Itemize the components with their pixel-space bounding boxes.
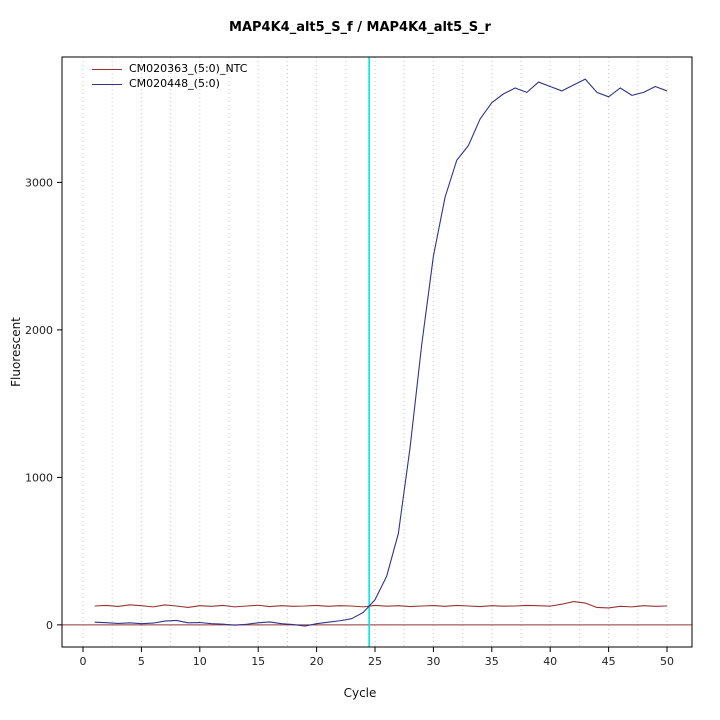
series-line-sample [94,78,668,627]
legend-line-swatch-sample [92,83,122,85]
x-tick-label: 15 [251,655,265,668]
x-tick-label: 50 [660,655,674,668]
x-tick-label: 45 [602,655,616,668]
chart-title: MAP4K4_alt5_S_f / MAP4K4_alt5_S_r [229,20,491,35]
x-tick-label: 30 [426,655,440,668]
legend-label-ntc: CM020363_(5:0)_NTC [129,62,248,75]
y-tick-label: 0 [46,619,53,632]
x-tick-label: 10 [193,655,207,668]
legend-label-sample: CM020448_(5:0) [129,77,220,90]
x-tick-label: 25 [368,655,382,668]
legend-item-ntc: CM020363_(5:0)_NTC [92,63,247,75]
chart-legend: CM020363_(5:0)_NTC CM020448_(5:0) [92,63,247,90]
x-tick-label: 40 [543,655,557,668]
x-tick-label: 5 [138,655,145,668]
x-tick-label: 35 [485,655,499,668]
legend-item-sample: CM020448_(5:0) [92,78,247,90]
x-axis-title: Cycle [343,686,377,700]
legend-line-swatch-ntc [92,68,122,70]
y-axis-title: Fluorescent [9,317,23,387]
x-tick-label: 0 [80,655,87,668]
series-line-ntc [94,601,668,609]
x-tick-label: 20 [310,655,324,668]
y-tick-label: 3000 [25,176,53,189]
plot-frame [61,56,693,648]
y-tick-label: 2000 [25,324,53,337]
y-tick-label: 1000 [25,471,53,484]
